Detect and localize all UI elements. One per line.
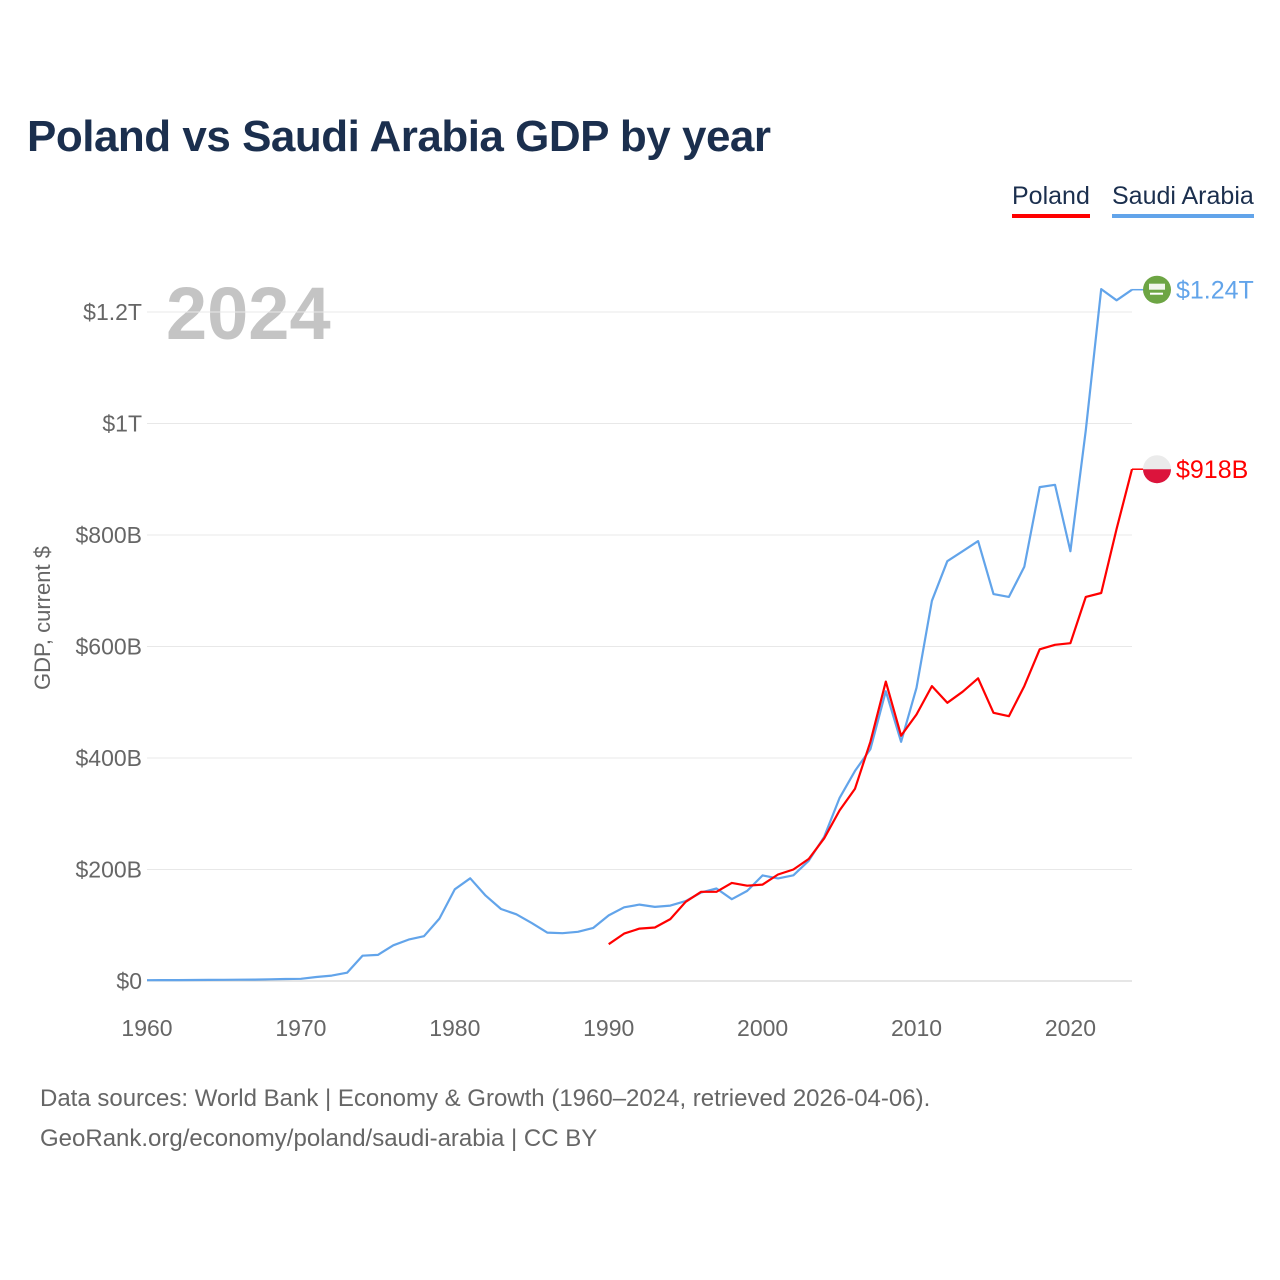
end-value-label: $918B: [1176, 456, 1248, 484]
series-line-poland[interactable]: [608, 468, 1134, 946]
y-tick-label: $1.2T: [83, 299, 142, 325]
x-tick-label: 2000: [737, 1015, 788, 1041]
y-tick-label: $600B: [75, 634, 142, 660]
y-tick-label: $0: [116, 968, 142, 994]
y-tick-label: $800B: [75, 522, 142, 548]
footer-link[interactable]: GeoRank.org/economy/poland/saudi-arabia …: [40, 1125, 598, 1152]
legend-saudi-arabia[interactable]: Saudi Arabia: [1112, 182, 1254, 218]
x-tick-label: 1960: [121, 1015, 172, 1041]
y-axis-label: GDP, current $: [30, 546, 55, 690]
y-tick-label: $200B: [75, 857, 142, 883]
poland-flag-icon: [1143, 455, 1171, 484]
series-line-saudi-arabia[interactable]: [146, 288, 1133, 982]
saudi-arabia-flag-icon: [1143, 275, 1171, 304]
x-tick-label: 1990: [583, 1015, 634, 1041]
footer-source: Data sources: World Bank | Economy & Gro…: [40, 1085, 931, 1112]
x-tick-label: 1970: [275, 1015, 326, 1041]
x-tick-label: 2010: [891, 1015, 942, 1041]
y-tick-label: $1T: [102, 411, 142, 437]
x-tick-label: 1980: [429, 1015, 480, 1041]
x-tick-label: 2020: [1045, 1015, 1096, 1041]
chart-title: Poland vs Saudi Arabia GDP by year: [27, 112, 771, 161]
legend-poland[interactable]: Poland: [1012, 182, 1090, 218]
end-value-label: $1.24T: [1176, 277, 1254, 305]
y-tick-label: $400B: [75, 745, 142, 771]
year-watermark: 2024: [166, 272, 331, 355]
